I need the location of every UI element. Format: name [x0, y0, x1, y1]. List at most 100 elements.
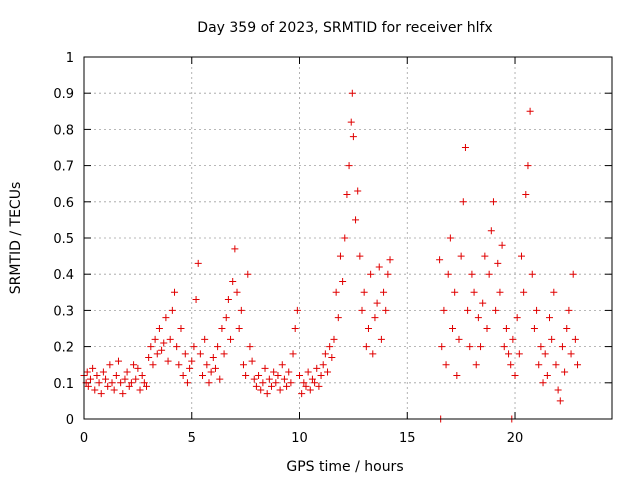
data-point — [173, 343, 181, 351]
data-point — [509, 335, 517, 343]
data-point — [216, 375, 224, 383]
data-point — [483, 325, 491, 332]
data-point — [464, 306, 472, 314]
data-point — [479, 299, 487, 307]
data-point — [207, 368, 215, 376]
data-point — [311, 379, 319, 387]
data-point — [470, 288, 478, 296]
data-point — [233, 288, 241, 296]
data-point — [382, 306, 390, 314]
data-point — [571, 335, 579, 343]
data-point — [304, 368, 312, 376]
data-point — [158, 346, 166, 354]
data-point — [104, 382, 112, 390]
data-point — [515, 350, 523, 358]
data-point — [218, 325, 226, 332]
data-point — [552, 361, 560, 369]
data-point — [511, 372, 519, 380]
data-point — [112, 372, 120, 380]
data-point — [336, 252, 344, 260]
data-point — [136, 386, 144, 394]
data-point — [313, 364, 321, 372]
data-point — [287, 379, 295, 387]
data-point — [229, 277, 237, 285]
data-point — [196, 350, 204, 358]
data-point — [267, 382, 275, 390]
data-point — [530, 325, 538, 332]
data-point — [190, 343, 198, 351]
data-point — [160, 339, 168, 347]
data-point — [171, 288, 179, 296]
data-point — [367, 270, 375, 278]
data-point — [548, 335, 556, 343]
y-tick-label: 0.6 — [53, 196, 74, 211]
data-point — [244, 270, 252, 278]
data-point — [242, 372, 250, 380]
data-point — [227, 335, 235, 343]
data-point — [153, 350, 161, 358]
data-point — [130, 361, 138, 369]
data-point — [123, 368, 131, 376]
x-tick-label: 5 — [188, 431, 196, 446]
data-point — [134, 364, 142, 372]
data-point — [330, 335, 338, 343]
data-point — [520, 288, 528, 296]
data-point — [214, 343, 222, 351]
data-point — [567, 350, 575, 358]
data-point — [164, 357, 172, 365]
y-tick-label: 0.8 — [53, 123, 74, 138]
data-point — [541, 350, 549, 358]
x-tick-label: 10 — [291, 431, 308, 446]
data-point — [119, 390, 127, 398]
x-tick-label: 20 — [507, 431, 524, 446]
data-point — [97, 390, 105, 398]
data-point — [558, 343, 566, 351]
data-point — [121, 375, 129, 383]
data-point — [209, 353, 217, 361]
data-point — [140, 379, 148, 387]
data-point — [356, 252, 364, 260]
data-point — [563, 325, 571, 332]
data-point — [550, 288, 558, 296]
data-point — [108, 379, 116, 387]
data-point — [569, 270, 577, 278]
data-point — [93, 372, 101, 380]
data-point — [298, 390, 306, 398]
x-axis-title: GPS time / hours — [286, 459, 403, 475]
data-point — [319, 361, 327, 369]
data-point — [289, 350, 297, 358]
data-point — [147, 343, 155, 351]
data-point — [188, 357, 196, 365]
y-tick-label: 0.1 — [53, 377, 74, 392]
data-point — [114, 357, 122, 365]
data-point — [315, 382, 323, 390]
data-point — [457, 252, 465, 260]
y-tick-label: 0.3 — [53, 304, 74, 319]
data-point — [192, 296, 200, 304]
data-point — [466, 343, 474, 351]
data-point — [220, 350, 228, 358]
data-point — [453, 372, 461, 380]
data-point — [565, 306, 573, 314]
data-point — [201, 335, 209, 343]
x-tick-labels: 0 5 10 15 20 — [80, 431, 523, 446]
data-point — [373, 299, 381, 307]
x-tick-label: 15 — [399, 431, 416, 446]
data-point — [352, 216, 360, 224]
data-point — [502, 325, 510, 332]
data-point — [308, 375, 316, 383]
data-point — [543, 372, 551, 380]
data-point — [358, 306, 366, 314]
data-point — [384, 270, 392, 278]
data-point — [179, 372, 187, 380]
data-point — [84, 382, 92, 390]
data-point — [334, 314, 342, 322]
data-point — [261, 364, 269, 372]
data-point — [293, 306, 301, 314]
data-point — [348, 89, 356, 97]
data-point — [438, 343, 446, 351]
data-point — [513, 314, 521, 322]
grid-lines — [84, 57, 612, 419]
data-point — [477, 343, 485, 351]
data-point — [145, 353, 153, 361]
